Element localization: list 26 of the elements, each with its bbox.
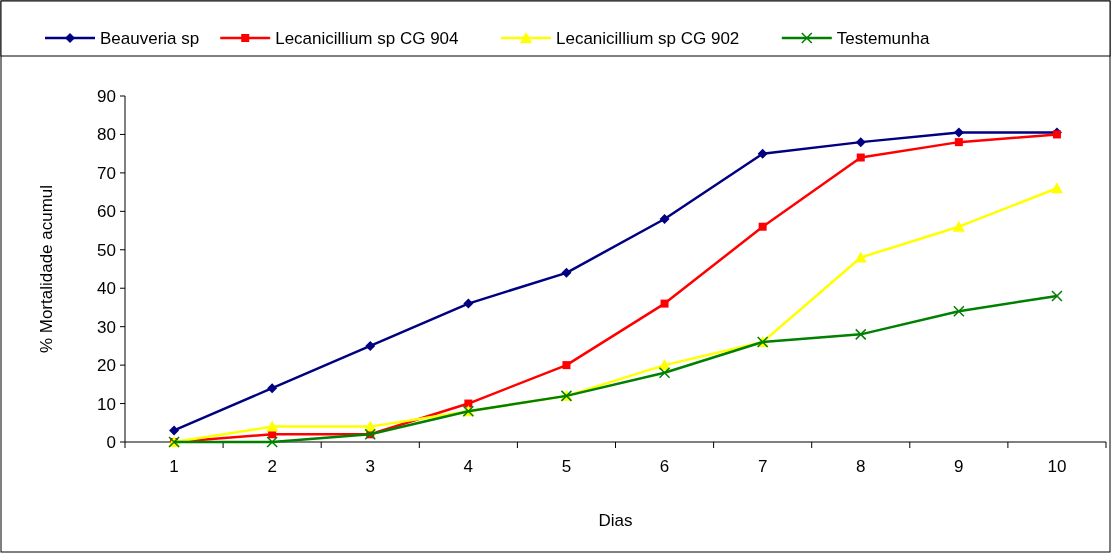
y-tick-label: 30: [97, 317, 116, 337]
y-tick-label: 60: [97, 202, 116, 222]
x-tick-label: 3: [365, 457, 375, 476]
x-tick-label: 1: [169, 457, 179, 476]
x-axis-title: Dias: [598, 511, 633, 530]
x-tick-label: 6: [659, 457, 670, 476]
y-axis-title: % Mortalidade acumul: [37, 184, 56, 354]
y-tick-label: 70: [97, 163, 116, 183]
y-tick-label: 40: [97, 279, 116, 299]
y-tick-label: 20: [97, 356, 116, 376]
x-tick-label: 5: [561, 457, 572, 476]
x-tick-label: 9: [954, 457, 964, 476]
legend-label: Testemunha: [836, 28, 930, 48]
x-tick-label: 4: [463, 457, 474, 476]
y-tick-label: 80: [97, 125, 116, 145]
x-tick-label: 7: [757, 457, 768, 476]
x-tick-label: 2: [267, 457, 277, 476]
y-tick-label: 50: [97, 240, 116, 260]
y-tick-label: 0: [106, 432, 116, 452]
legend-label: Lecanicillium sp CG 904: [275, 28, 459, 48]
y-tick-label: 90: [97, 86, 116, 106]
x-tick-label: 10: [1047, 457, 1067, 476]
x-tick-label: 8: [856, 457, 866, 476]
legend-label: Beauveria sp: [100, 28, 200, 48]
legend-label: Lecanicillium sp CG 902: [556, 28, 740, 48]
y-tick-label: 10: [97, 394, 116, 414]
